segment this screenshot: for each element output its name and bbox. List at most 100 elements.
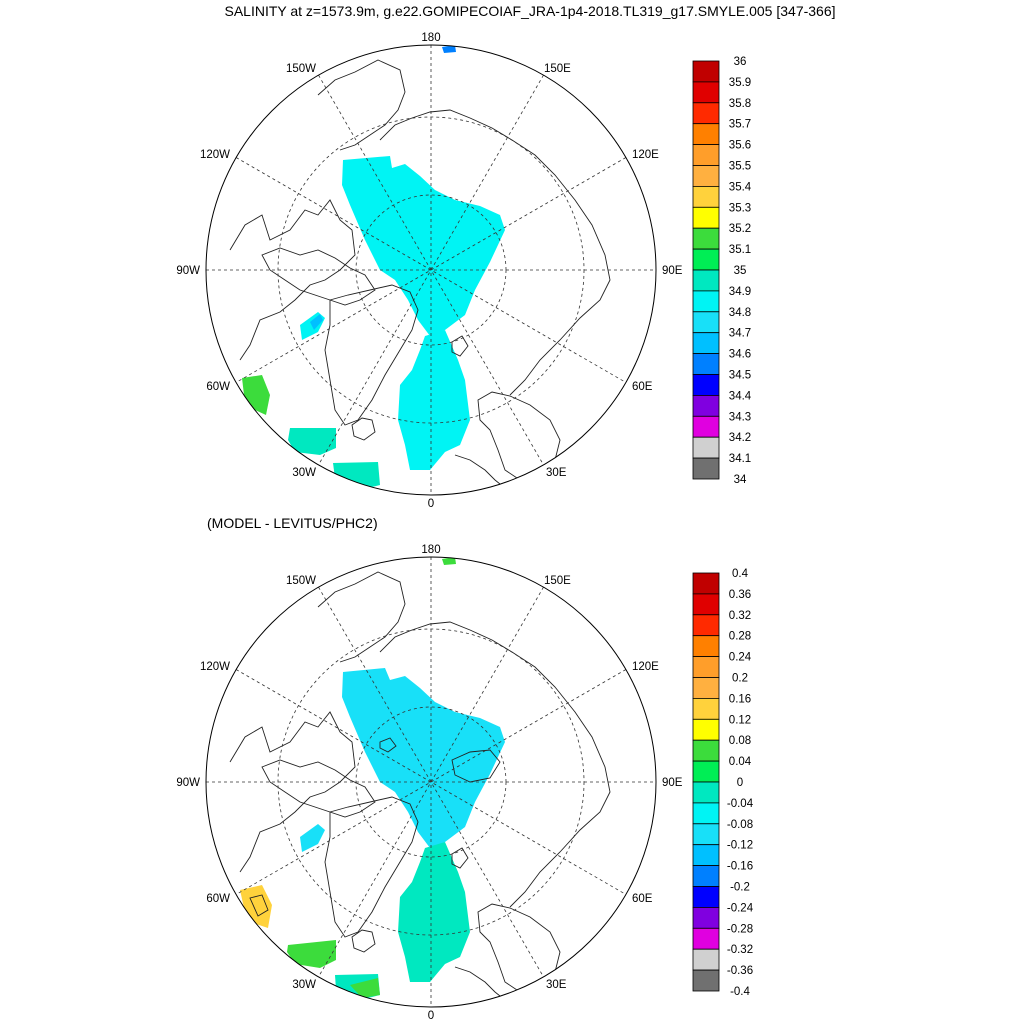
bottom-colorbar-swatch	[692, 886, 720, 908]
top-colorbar: 36 35.9 35.8 35.7 35.6 35.5 35.4 35.3 35.2 35.1 35…	[692, 56, 752, 486]
top-pacific-fill	[442, 45, 456, 53]
bottom-colorbar-swatch	[692, 656, 720, 678]
bottom-colorbar-swatch	[692, 802, 720, 825]
bottom-zero-contour-1	[379, 737, 397, 753]
top-label-60e: 60E	[632, 381, 653, 393]
top-colorbar-tick-label: 34.1	[729, 453, 751, 465]
top-colorbar-swatch	[692, 353, 720, 375]
bottom-colorbar-swatch	[692, 865, 720, 887]
bottom-colorbar-swatch	[692, 781, 720, 804]
top-colorbar-swatch	[692, 165, 720, 187]
bottom-colorbar-tick-label: 0.24	[729, 652, 752, 664]
bottom-colorbar-tick-label: 0.4	[732, 568, 749, 580]
top-colorbar-swatch	[692, 374, 720, 396]
top-colorbar-tick-label: 35.3	[729, 202, 751, 214]
top-colorbar-swatch	[692, 457, 720, 480]
top-coastline-svalbard	[451, 335, 469, 357]
bottom-irminger-fill	[287, 940, 336, 968]
bottom-label-60e: 60E	[632, 893, 653, 905]
bottom-colorbar-swatch	[692, 698, 720, 720]
top-coastline-canada	[229, 199, 356, 361]
bottom-label-30w: 30W	[292, 979, 316, 991]
bottom-coastline-iceland	[351, 929, 376, 953]
bottom-colorbar-tick-label: 0.32	[729, 610, 751, 622]
bottom-colorbar-swatch	[692, 572, 720, 595]
bottom-label-90w: 90W	[176, 777, 200, 789]
bottom-colorbar-tick-label: 0	[737, 777, 743, 789]
bottom-labrador-fill	[240, 885, 272, 928]
top-colorbar-swatch	[692, 415, 720, 438]
top-colorbar-tick-label: 34.4	[729, 390, 752, 402]
top-label-120e: 120E	[632, 149, 659, 161]
top-label-150w: 150W	[286, 63, 316, 75]
top-colorbar-swatch	[692, 123, 720, 145]
top-colorbar-tick-label: 35.8	[729, 98, 751, 110]
top-baffin-fresh-fill	[310, 314, 323, 330]
bottom-colorbar-tick-label: -0.24	[727, 902, 754, 914]
top-colorbar-tick-label: 35.6	[729, 140, 751, 152]
bottom-colorbar-tick-label: -0.04	[727, 798, 754, 810]
bottom-colorbar-swatch	[692, 718, 720, 741]
top-colorbar-swatch	[692, 144, 720, 166]
top-colorbar-swatch	[692, 311, 720, 334]
bottom-label-90e: 90E	[662, 777, 683, 789]
bottom-graticule	[206, 557, 656, 1007]
bottom-map-boundary	[205, 556, 657, 1008]
top-map-boundary	[205, 44, 657, 496]
top-label-90w: 90W	[176, 265, 200, 277]
top-colorbar-tick-label: 35.7	[729, 119, 751, 131]
bottom-coastline-greenland	[324, 796, 419, 938]
bottom-colorbar-tick-label: 0.08	[729, 735, 751, 747]
top-colorbar-tick-label: 34.6	[729, 349, 751, 361]
top-colorbar-tick-label: 35.9	[729, 77, 751, 89]
top-label-0: 0	[428, 498, 434, 510]
bottom-pacific-fill	[442, 557, 456, 565]
top-graticule	[206, 45, 656, 495]
top-coastline-europe	[454, 454, 506, 489]
bottom-colorbar-swatch	[692, 844, 720, 867]
top-colorbar-tick-label: 35.4	[729, 181, 752, 193]
top-colorbar-swatch	[692, 332, 720, 355]
bottom-colorbar-swatch	[692, 969, 720, 992]
bottom-colorbar-swatch	[692, 927, 720, 950]
bottom-zero-contour-3	[249, 894, 269, 917]
bottom-colorbar-tick-label: 0.2	[732, 673, 748, 685]
figure-title: SALINITY at z=1573.9m, g.e22.GOMIPECOIAF…	[224, 3, 835, 19]
bottom-iceland-basin-green	[350, 978, 380, 998]
top-label-120w: 120W	[200, 149, 230, 161]
bottom-coastline-siberia	[379, 621, 611, 908]
bottom-colorbar-swatch	[692, 677, 720, 699]
bottom-colorbar-swatch	[692, 635, 720, 658]
top-polar-map: 180 150E 120E 90E 60E 30E 0 30W 60W 90W …	[176, 32, 682, 510]
bottom-colorbar-tick-label: -0.28	[727, 923, 753, 935]
top-colorbar-swatch	[692, 269, 720, 292]
top-iceland-basin-fill	[333, 462, 380, 490]
bottom-label-120w: 120W	[200, 661, 230, 673]
top-label-90e: 90E	[662, 265, 683, 277]
top-colorbar-swatch	[692, 206, 720, 229]
bottom-baffin-fill	[300, 824, 325, 852]
top-colorbar-swatch	[692, 394, 720, 417]
top-colorbar-tick-label: 34.2	[729, 432, 751, 444]
top-colorbar-swatch	[692, 185, 720, 208]
bottom-zero-contour-2	[451, 749, 501, 783]
top-coastline-iceland	[351, 417, 376, 441]
bottom-colorbar-tick-label: 0.04	[729, 756, 752, 768]
bottom-colorbar-tick-label: -0.16	[727, 861, 753, 873]
bottom-colorbar-swatch	[692, 593, 720, 616]
bottom-label-150e: 150E	[544, 575, 571, 587]
top-colorbar-tick-label: 34.7	[729, 328, 751, 340]
top-colorbar-tick-label: 35	[734, 265, 747, 277]
bottom-label-180: 180	[421, 544, 440, 556]
top-arctic-basin-fill	[342, 156, 505, 336]
bottom-colorbar-swatch	[692, 823, 720, 846]
top-coastline-siberia	[379, 109, 611, 396]
bottom-polar-map: 180 150E 120E 90E 60E 30E 0 30W 60W 90W …	[176, 544, 682, 1022]
top-coastline-greenland	[324, 284, 419, 426]
bottom-coastline-europe	[454, 966, 506, 1001]
bottom-colorbar-tick-label: -0.08	[727, 819, 753, 831]
bottom-coastline-archipelago	[261, 759, 376, 818]
top-label-30w: 30W	[292, 467, 316, 479]
top-colorbar-tick-label: 35.5	[729, 161, 751, 173]
